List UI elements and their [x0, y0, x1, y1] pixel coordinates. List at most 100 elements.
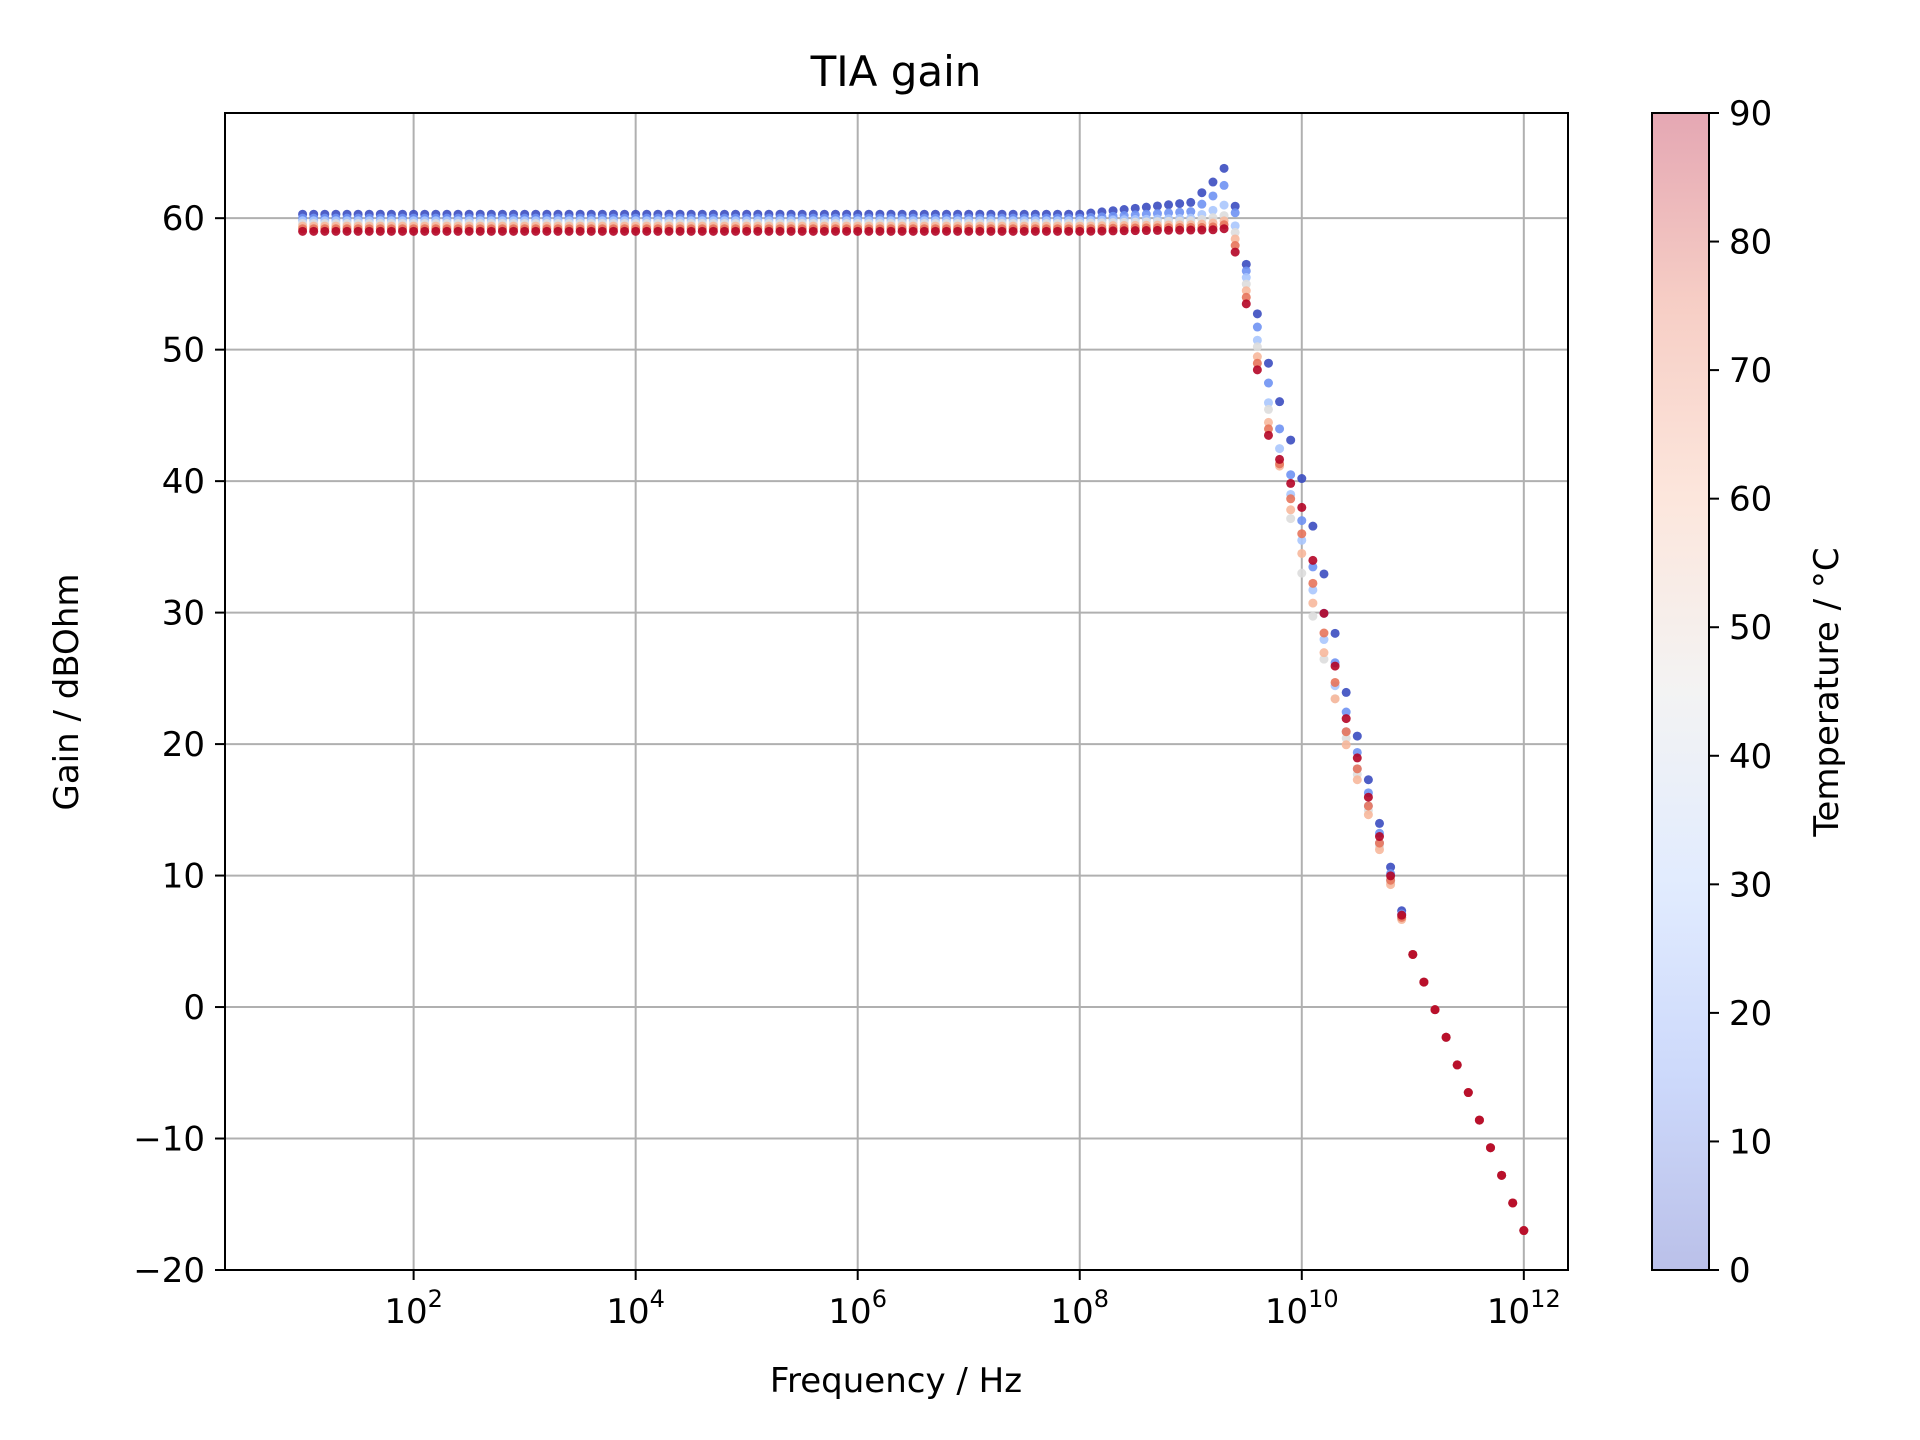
scatter-point — [975, 226, 985, 236]
scatter-point — [1319, 648, 1329, 658]
scatter-point — [1252, 309, 1262, 319]
scatter-point — [475, 226, 485, 236]
scatter-point — [1241, 259, 1251, 269]
scatter-point — [997, 226, 1007, 236]
x-tick-label: 1012 — [1487, 1285, 1561, 1332]
scatter-point — [1219, 163, 1229, 173]
scatter-point — [1197, 225, 1207, 235]
scatter-point — [520, 226, 530, 236]
colorbar-tick-label: 30 — [1729, 865, 1772, 905]
scatter-point — [1230, 234, 1240, 244]
scatter-point — [942, 226, 952, 236]
scatter-point — [575, 226, 585, 236]
scatter-point — [1263, 378, 1273, 388]
chart-title: TIA gain — [810, 47, 982, 96]
scatter-point — [1064, 226, 1074, 236]
scatter-point — [1330, 694, 1340, 704]
scatter-point — [1208, 205, 1218, 215]
scatter-point — [1141, 226, 1151, 236]
scatter-point — [1164, 200, 1174, 210]
scatter-point — [1141, 202, 1151, 212]
scatter-point — [1308, 611, 1318, 621]
scatter-point — [1286, 494, 1296, 504]
scatter-point — [320, 226, 330, 236]
scatter-point — [1297, 529, 1307, 539]
scatter-point — [675, 226, 685, 236]
scatter-point — [1197, 188, 1207, 198]
scatter-point — [719, 226, 729, 236]
scatter-point — [1341, 687, 1351, 697]
scatter-point — [1486, 1143, 1496, 1153]
scatter-point — [342, 226, 352, 236]
colorbar-tick-label: 20 — [1729, 994, 1772, 1034]
scatter-point — [919, 226, 929, 236]
scatter-point — [1308, 585, 1318, 595]
scatter-point — [1275, 397, 1285, 407]
scatter-point — [1363, 801, 1373, 811]
scatter-point — [1297, 535, 1307, 545]
colorbar-tick-label: 0 — [1729, 1251, 1751, 1291]
scatter-point — [1474, 1115, 1484, 1125]
scatter-point — [1019, 226, 1029, 236]
scatter-point — [364, 226, 374, 236]
scatter-point — [409, 226, 419, 236]
scatter-point — [1186, 207, 1196, 217]
scatter-point — [1508, 1198, 1518, 1208]
scatter-point — [830, 226, 840, 236]
scatter-point — [1263, 430, 1273, 440]
colorbar-ticks: 0 10 20 30 40 50 60 70 80 90 — [1709, 94, 1772, 1291]
scatter-point — [1175, 225, 1185, 235]
scatter-point — [742, 226, 752, 236]
scatter-point — [1241, 266, 1251, 276]
scatter-point — [1452, 1060, 1462, 1070]
scatter-point — [1219, 200, 1229, 210]
scatter-point — [486, 226, 496, 236]
scatter-point — [1275, 424, 1285, 434]
scatter-point — [1363, 792, 1373, 802]
scatter-point — [1252, 352, 1262, 362]
scatter-point — [697, 226, 707, 236]
scatter-point — [1352, 775, 1362, 785]
scatter-point — [1286, 514, 1296, 524]
scatter-point — [431, 226, 441, 236]
scatter-point — [1319, 569, 1329, 579]
scatter-point — [1341, 714, 1351, 724]
scatter-point — [986, 226, 996, 236]
scatter-point — [908, 226, 918, 236]
scatter-point — [1330, 677, 1340, 687]
scatter-point — [1441, 1032, 1451, 1042]
x-tick-label: 104 — [606, 1285, 665, 1332]
scatter-point — [309, 226, 319, 236]
colorbar-tick-label: 80 — [1729, 223, 1772, 263]
scatter-point — [1297, 516, 1307, 526]
scatter-point — [1152, 201, 1162, 211]
scatter-point — [1208, 177, 1218, 187]
plot-frame — [224, 112, 1569, 1271]
y-tick-label: 20 — [162, 725, 205, 765]
scatter-point — [1252, 322, 1262, 332]
scatter-point — [1419, 977, 1429, 987]
y-tick-label: 10 — [162, 857, 205, 897]
scatter-point — [1197, 199, 1207, 209]
scatter-point — [1186, 197, 1196, 207]
scatter-point — [1130, 203, 1140, 213]
scatter-point — [597, 226, 607, 236]
scatter-point — [1230, 247, 1240, 257]
colorbar-label: Temperature / °C — [1807, 547, 1847, 837]
colorbar-tick-label: 70 — [1729, 351, 1772, 391]
scatter-point — [1341, 733, 1351, 743]
scatter-point — [775, 226, 785, 236]
scatter-point — [1374, 818, 1384, 828]
scatter-point — [1430, 1005, 1440, 1015]
scatter-point — [375, 226, 385, 236]
x-axis-label: Frequency / Hz — [770, 1361, 1022, 1401]
scatter-point — [886, 226, 896, 236]
colorbar-gradient — [1651, 112, 1710, 1271]
scatter-point — [864, 226, 874, 236]
scatter-point — [897, 226, 907, 236]
scatter-point — [1230, 221, 1240, 231]
scatter-point — [653, 226, 663, 236]
scatter-point — [1275, 444, 1285, 454]
colorbar-tick-label: 90 — [1729, 94, 1772, 134]
scatter-point — [1241, 299, 1251, 309]
